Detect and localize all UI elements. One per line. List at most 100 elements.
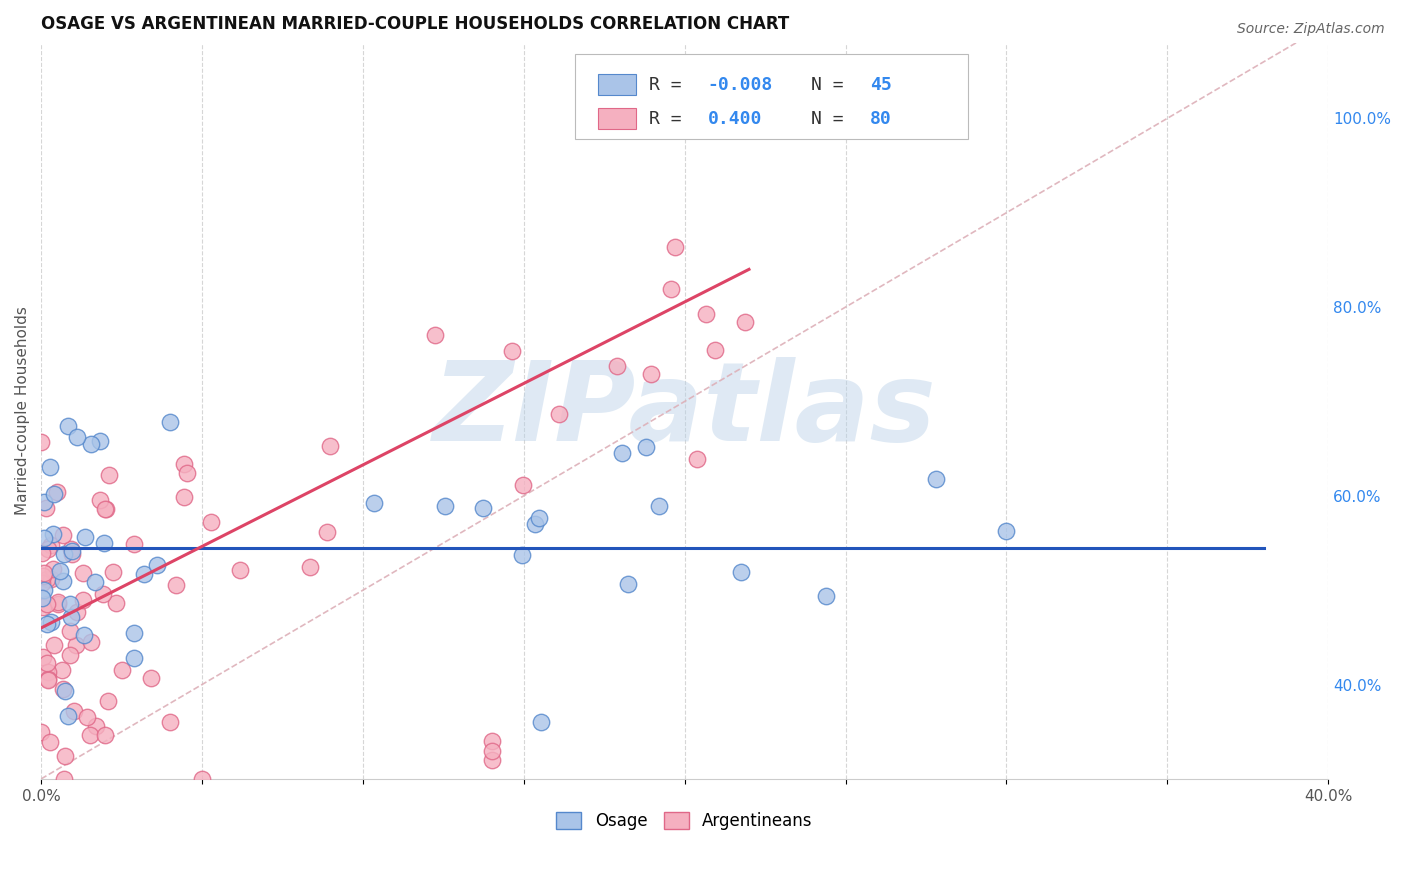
Point	[53, 749, 76, 764]
Point	[31, 591, 53, 606]
Legend: Osage, Argentineans: Osage, Argentineans	[550, 805, 820, 837]
Point	[35, 617, 58, 632]
Point	[60, 542, 83, 557]
Point	[60, 543, 83, 558]
Point	[94, 727, 117, 741]
Text: Source: ZipAtlas.com: Source: ZipAtlas.com	[1237, 22, 1385, 37]
Point	[39, 459, 62, 474]
Point	[316, 525, 339, 540]
FancyBboxPatch shape	[575, 54, 967, 138]
Point	[37, 656, 59, 670]
Text: N =: N =	[811, 76, 855, 94]
Text: 0.400: 0.400	[707, 110, 762, 128]
Point	[30, 724, 52, 739]
Point	[425, 327, 447, 342]
Point	[298, 560, 321, 574]
Point	[122, 626, 145, 640]
Point	[37, 672, 59, 686]
Point	[91, 587, 114, 601]
Point	[31, 575, 53, 590]
Point	[228, 563, 250, 577]
Point	[52, 527, 75, 541]
Point	[72, 592, 94, 607]
Text: R =: R =	[648, 76, 692, 94]
Point	[76, 710, 98, 724]
Point	[661, 282, 683, 296]
Point	[510, 549, 533, 563]
Point	[159, 415, 181, 429]
Point	[434, 499, 457, 513]
Point	[51, 663, 73, 677]
Point	[35, 500, 58, 515]
Point	[53, 547, 76, 561]
Point	[94, 502, 117, 516]
Point	[39, 538, 62, 552]
Point	[37, 665, 59, 679]
Point	[45, 485, 67, 500]
Point	[111, 663, 134, 677]
Point	[72, 566, 94, 580]
Point	[134, 566, 156, 581]
Point	[176, 466, 198, 480]
Text: N =: N =	[811, 110, 855, 128]
Point	[686, 452, 709, 467]
Point	[31, 599, 53, 614]
Point	[94, 502, 117, 516]
Point	[695, 307, 717, 321]
Point	[610, 446, 633, 460]
Point	[56, 708, 79, 723]
Point	[48, 564, 70, 578]
Point	[60, 547, 83, 561]
Point	[31, 569, 53, 583]
Point	[139, 671, 162, 685]
Point	[89, 434, 111, 449]
Point	[35, 573, 58, 587]
Y-axis label: Married-couple Households: Married-couple Households	[15, 307, 30, 516]
Point	[548, 407, 571, 421]
Point	[105, 596, 128, 610]
Point	[89, 492, 111, 507]
Point	[481, 743, 503, 757]
Point	[523, 517, 546, 532]
Point	[66, 605, 89, 619]
Point	[173, 457, 195, 471]
Text: 45: 45	[870, 76, 891, 94]
Point	[31, 546, 53, 560]
Point	[42, 526, 65, 541]
Point	[97, 694, 120, 708]
Point	[80, 437, 103, 451]
Point	[73, 530, 96, 544]
Point	[703, 343, 725, 357]
Point	[65, 430, 87, 444]
Point	[363, 496, 385, 510]
Point	[79, 729, 101, 743]
Point	[39, 572, 62, 586]
Point	[319, 439, 342, 453]
Point	[101, 566, 124, 580]
Point	[38, 734, 60, 748]
Point	[32, 495, 55, 509]
Point	[52, 681, 75, 696]
Point	[664, 240, 686, 254]
Point	[59, 648, 82, 662]
Point	[472, 500, 495, 515]
Point	[734, 315, 756, 329]
Point	[648, 500, 671, 514]
Point	[925, 472, 948, 486]
Point	[59, 624, 82, 638]
Point	[98, 467, 121, 482]
Point	[994, 524, 1017, 538]
Point	[606, 359, 628, 373]
Point	[73, 628, 96, 642]
Text: 80: 80	[870, 110, 891, 128]
Point	[37, 673, 59, 687]
Point	[37, 541, 59, 556]
Point	[122, 650, 145, 665]
Point	[80, 634, 103, 648]
Point	[616, 577, 638, 591]
Point	[530, 715, 553, 730]
Point	[32, 532, 55, 546]
Point	[191, 772, 214, 786]
Point	[512, 478, 534, 492]
Point	[44, 487, 66, 501]
